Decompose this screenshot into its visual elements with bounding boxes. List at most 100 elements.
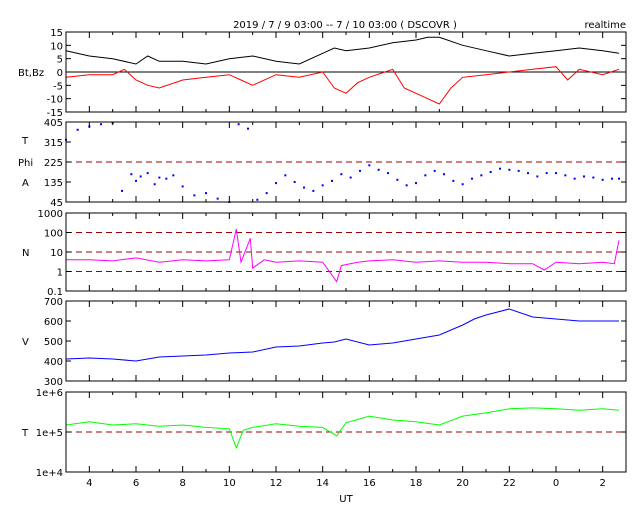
point-phi-angle-52 (545, 172, 548, 175)
y-tick-label-magnetic-field-1: 10 (50, 41, 63, 52)
y-tick-label-temperature-1: 1e+5 (36, 428, 63, 439)
point-phi-angle-27 (312, 189, 315, 192)
y-tick-label-phi-angle-4: 45 (50, 198, 63, 209)
point-phi-angle-16 (205, 192, 207, 195)
y-tick-label-magnetic-field-4: -5 (53, 81, 63, 92)
panel-density: 1000 100 10 1 0.1 N (22, 209, 627, 298)
x-tick-label-0: 4 (86, 478, 92, 489)
y-axis-label-temperature: T (21, 428, 29, 439)
point-phi-angle-57 (592, 176, 595, 179)
panel-temperature: 1e+6 1e+5 1e+4 T 4 6 8 10 12 14 16 18 20 22 0 2 UT (21, 388, 627, 505)
x-tick-label-5: 14 (316, 478, 329, 489)
point-phi-angle-14 (181, 185, 184, 188)
point-phi-angle-11 (158, 176, 161, 179)
point-phi-angle-33 (368, 164, 371, 167)
panel-magnetic-field: 15 10 5 0 -5 -10 -15 Bt,Bz (18, 28, 627, 119)
y-axis-label-velocity: V (22, 337, 29, 348)
series-line-temperature-0 (65, 407, 620, 450)
y-tick-label-velocity-0: 700 (44, 297, 63, 308)
point-phi-angle-42 (452, 179, 455, 182)
point-phi-angle-3 (100, 123, 102, 126)
point-phi-angle-36 (396, 178, 399, 181)
y-axis-label-phi-angle-0: T (21, 136, 29, 147)
y-tick-label-magnetic-field-3: 0 (57, 68, 63, 79)
point-phi-angle-10 (153, 183, 156, 186)
y-tick-label-velocity-4: 300 (44, 377, 63, 388)
y-tick-label-magnetic-field-5: -10 (47, 95, 63, 106)
point-phi-angle-26 (303, 186, 305, 189)
y-tick-label-density-3: 1 (57, 268, 63, 279)
point-phi-angle-6 (130, 173, 133, 176)
point-phi-angle-53 (555, 172, 557, 175)
point-phi-angle-21 (256, 198, 259, 201)
panel-frame-velocity (65, 300, 627, 382)
x-tick-label-6: 16 (363, 478, 376, 489)
point-phi-angle-48 (508, 168, 511, 171)
y-tick-label-temperature-2: 1e+4 (36, 468, 63, 479)
y-tick-label-temperature-0: 1e+6 (36, 388, 63, 399)
y-tick-label-density-1: 100 (44, 229, 63, 240)
point-phi-angle-23 (275, 182, 277, 185)
point-phi-angle-34 (377, 168, 380, 171)
point-phi-angle-45 (480, 174, 483, 177)
x-tick-label-2: 8 (179, 478, 185, 489)
y-tick-label-phi-angle-3: 135 (44, 178, 63, 189)
y-tick-label-magnetic-field-2: 5 (57, 55, 63, 66)
point-phi-angle-49 (517, 169, 520, 172)
point-phi-angle-28 (321, 184, 324, 187)
point-phi-angle-47 (499, 167, 501, 170)
point-phi-angle-24 (284, 174, 287, 177)
point-phi-angle-9 (146, 172, 149, 175)
point-phi-angle-31 (349, 176, 352, 179)
series-line-density-0 (66, 228, 620, 283)
point-phi-angle-25 (293, 181, 296, 183)
point-phi-angle-12 (165, 177, 168, 180)
point-phi-angle-15 (193, 194, 196, 197)
point-phi-angle-1 (76, 128, 79, 131)
y-tick-label-density-0: 1000 (38, 209, 63, 220)
point-phi-angle-55 (573, 177, 576, 180)
x-tick-label-11: 2 (599, 478, 605, 489)
point-phi-angle-8 (139, 175, 142, 178)
y-axis-label-density: N (22, 248, 29, 259)
point-phi-angle-50 (527, 172, 529, 175)
point-phi-angle-19 (237, 123, 240, 126)
point-phi-angle-44 (471, 177, 473, 180)
y-tick-label-velocity-3: 400 (44, 357, 63, 368)
y-tick-label-phi-angle-1: 315 (44, 138, 63, 149)
point-phi-angle-29 (331, 179, 333, 182)
point-phi-angle-60 (618, 177, 620, 180)
point-phi-angle-59 (611, 177, 613, 180)
point-phi-angle-43 (461, 183, 464, 186)
panel-phi-angle: 405 315 225 135 45 T Phi A (18, 118, 627, 209)
point-phi-angle-46 (489, 171, 492, 173)
point-phi-angle-35 (387, 172, 389, 175)
point-phi-angle-5 (121, 189, 123, 192)
point-phi-angle-22 (265, 192, 268, 195)
point-phi-angle-51 (536, 175, 539, 178)
x-tick-label-4: 12 (270, 478, 283, 489)
point-phi-angle-39 (424, 174, 427, 177)
y-tick-label-density-4: 0.1 (47, 287, 63, 298)
series-line-magnetic-field-1 (65, 66, 620, 105)
x-tick-label-3: 10 (223, 478, 236, 489)
y-tick-label-phi-angle-0: 405 (44, 118, 63, 129)
point-phi-angle-30 (340, 173, 343, 176)
y-tick-label-phi-angle-2: 225 (44, 158, 63, 169)
y-tick-label-density-2: 10 (50, 248, 63, 259)
series-line-velocity-0 (65, 308, 619, 362)
panel-velocity: 700 600 500 400 300 V (22, 297, 627, 388)
y-tick-label-magnetic-field-6: -15 (47, 108, 63, 119)
point-phi-angle-38 (415, 182, 417, 185)
point-phi-angle-7 (135, 179, 137, 182)
x-tick-label-10: 0 (553, 478, 559, 489)
point-phi-angle-56 (583, 175, 585, 178)
x-tick-label-1: 6 (133, 478, 139, 489)
point-phi-angle-58 (601, 178, 604, 181)
y-tick-label-magnetic-field-0: 15 (50, 28, 63, 39)
point-phi-angle-13 (172, 174, 175, 177)
y-axis-label-phi-angle-2: A (22, 178, 29, 189)
point-phi-angle-17 (216, 197, 219, 200)
point-phi-angle-37 (405, 184, 408, 187)
